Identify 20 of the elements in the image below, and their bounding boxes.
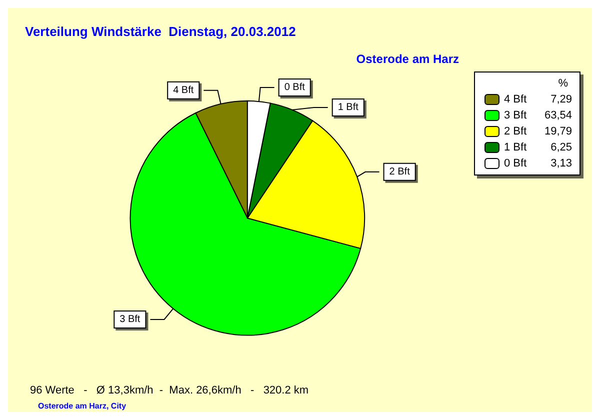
data-label: 63,54	[544, 110, 572, 122]
chart-title: Verteilung Windstärke Dienstag, 20.03.2012	[25, 24, 296, 39]
data-label: 6,25	[550, 142, 572, 154]
text: 96 Werte - Ø 13,3km/h - Max. 26,6km/h - 320.2 km	[30, 384, 309, 396]
data-label: 3,13	[550, 158, 572, 170]
legend-label: 1 Bft	[504, 142, 527, 154]
legend-label: 0 Bft	[504, 158, 527, 170]
slice-label: 1 Bft	[338, 102, 359, 114]
text: Osterode am Harz, City	[38, 402, 127, 410]
slice-label: 3 Bft	[120, 314, 140, 325]
data-label: 19,79	[544, 126, 572, 138]
chart-subtitle: Osterode am Harz	[356, 52, 459, 66]
slice-label: 4 Bft	[173, 84, 194, 96]
slice-label: 2 Bft	[389, 166, 410, 178]
legend-label: 3 Bft	[504, 110, 527, 122]
legend-label: 2 Bft	[504, 126, 527, 138]
data-label: 7,29	[550, 94, 572, 106]
slice-label: 0 Bft	[284, 82, 306, 94]
legend-title: %	[558, 78, 568, 90]
legend-label: 4 Bft	[504, 94, 527, 106]
